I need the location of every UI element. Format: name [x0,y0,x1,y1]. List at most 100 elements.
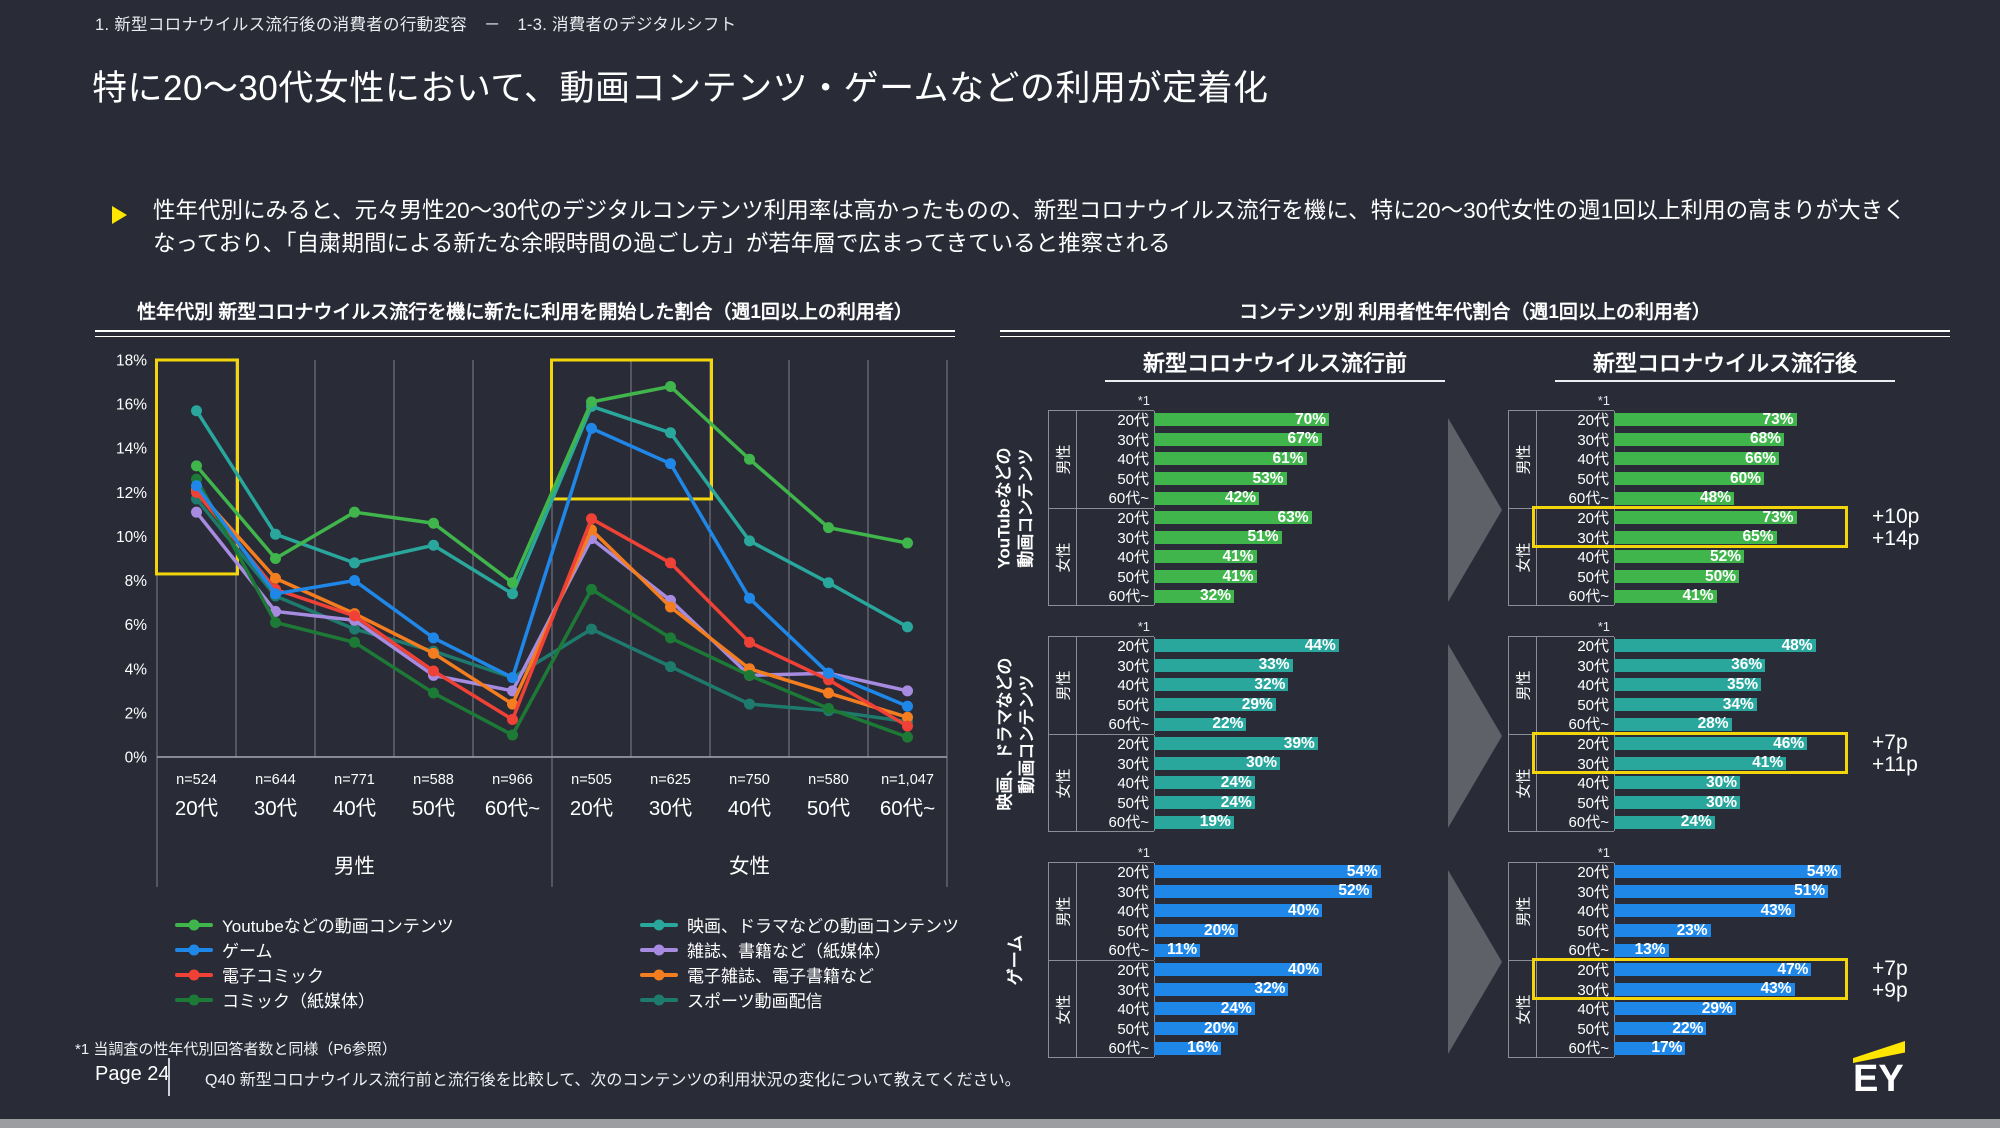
bar-row: 51% [1614,882,1960,902]
age-tick-label: 60代~ [1568,588,1609,606]
data-point [586,422,597,434]
bar: 54% [1154,863,1381,880]
axis-label-cluster: 女性 20代 30代 40代 50代 60代~ [1508,960,1615,1058]
data-point [665,427,676,439]
data-point [507,588,518,600]
bar-row: 36% [1614,656,1960,676]
data-point [902,700,913,712]
gender-block: 女性 20代 30代 40代 50代 60代~ 40% 32% 24% 20% 16% [1048,960,1448,1058]
gender-label: 男性 [1049,637,1076,734]
bar-row: 43% [1614,980,1960,1000]
bar-value-label: 40% [1287,960,1319,978]
left-title-rule [95,330,955,337]
bar: 40% [1154,960,1322,978]
data-point [349,623,360,635]
axis-label-cluster: 男性 20代 30代 40代 50代 60代~ [1048,636,1155,734]
bar: 24% [1154,1000,1255,1017]
gender-label-text: 女性 [1515,993,1533,1025]
bar-row: 19% [1154,812,1448,832]
gender-block: 男性 20代 30代 40代 50代 60代~ 48% 36% 35% 34% 28% [1508,636,1960,734]
bar-value-label: 19% [1199,813,1231,831]
age-tick-label: 20代 [175,797,218,820]
age-tick-label: 40代 [1117,677,1149,695]
age-tick-label: 40代 [1117,903,1149,921]
age-tick-label: 60代~ [1108,490,1149,508]
before-after-arrow-icon [1448,418,1502,602]
bar-value-label: 32% [1199,587,1231,605]
line-chart: 0% 2% 4% 6% 8% 10% 12% 14% 16% 18% n=524 20代 n=644 30… [95,342,965,904]
bar-value-label: 30% [1705,773,1737,791]
bars-column: 54% 52% 40% 20% 11% [1154,862,1448,960]
sample-size-label: n=771 [334,772,375,788]
bar: 19% [1154,813,1234,831]
delta-annotation: +7p [1872,957,1908,980]
bar-row: 46% [1614,734,1960,754]
data-point [270,528,281,540]
data-point [270,588,281,600]
age-tick-label: 40代 [1577,775,1609,793]
age-tick-label: 40代 [1117,549,1149,567]
bar-row: 30% [1154,754,1448,774]
bar: 52% [1614,548,1744,565]
age-tick-label: 50代 [1577,794,1609,812]
gender-label-text: 女性 [1055,993,1073,1025]
bars-column: 46% 41% 30% 30% 24% [1614,734,1960,832]
legend-marker-icon [175,969,213,980]
bar-value-label: 29% [1701,999,1733,1017]
bar-value-label: 48% [1781,636,1813,654]
legend-marker-icon [175,994,213,1005]
legend-item: 電子コミック [175,962,454,987]
series-line [195,384,908,585]
legend-item: スポーツ動画配信 [640,987,959,1012]
data-point [744,698,755,710]
axis-label-cluster: 女性 20代 30代 40代 50代 60代~ [1048,960,1155,1058]
bar: 24% [1154,774,1255,791]
line-chart-svg: 0% 2% 4% 6% 8% 10% 12% 14% 16% 18% n=524 20代 n=644 30… [116,353,948,887]
data-point [507,577,518,589]
sample-size-label: n=505 [571,772,612,788]
legend-item: 雑誌、書籍など（紙媒体） [640,937,959,962]
data-point [428,632,439,644]
bar: 65% [1614,528,1777,545]
highlight-box [1532,506,1848,548]
bar-row: 48% [1614,636,1960,656]
footnote-ref: *1 [1137,619,1150,634]
bar: 60% [1614,470,1764,487]
content-type-label: 映画、ドラマなどの 動画コンテンツ [992,630,1040,838]
bars-column: 48% 36% 35% 34% 28% [1614,636,1960,734]
bar-row: 34% [1614,695,1960,715]
data-point [823,522,834,534]
y-tick-label: 12% [116,485,147,502]
bar-value-label: 44% [1304,636,1336,654]
bar-value-label: 41% [1222,567,1254,585]
data-point [507,729,518,741]
bar-row: 32% [1154,980,1448,1000]
bar-value-label: 22% [1212,715,1244,733]
bar: 36% [1614,656,1766,673]
data-point [902,711,913,723]
gender-block: 男性 20代 30代 40代 50代 60代~ 73% 68% 66% 60% 48% [1508,410,1960,508]
legend-marker-dot [188,919,200,930]
bar: 23% [1614,922,1711,939]
data-point [823,667,834,679]
gender-label: 男性 [1509,637,1536,734]
gender-label-text: 女性 [1055,767,1073,799]
bar-value-label: 16% [1187,1039,1219,1057]
bar-row: 41% [1614,586,1960,606]
bar-row: 73% [1614,508,1960,528]
age-tick-label: 60代~ [1568,490,1609,508]
age-tick-label: 60代~ [1108,942,1149,960]
legend-label: 雑誌、書籍など（紙媒体） [687,942,891,961]
data-point [191,480,202,492]
bar: 24% [1614,813,1715,830]
bar: 70% [1154,411,1329,428]
bar-row: 50% [1614,567,1960,587]
sample-size-label: n=625 [650,772,691,788]
bar: 32% [1154,980,1289,997]
bar: 33% [1154,656,1293,673]
bar-value-label: 32% [1254,675,1286,693]
legend-marker-dot [188,969,200,980]
right-chart-title: コンテンツ別 利用者性年代割合（週1回以上の利用者） [1239,302,1711,323]
line-chart-legend: Youtubeなどの動画コンテンツ ゲーム 電子コミック コミック（紙媒体） 映画、ド… [95,912,959,1022]
age-tick-label: 40代 [1117,775,1149,793]
